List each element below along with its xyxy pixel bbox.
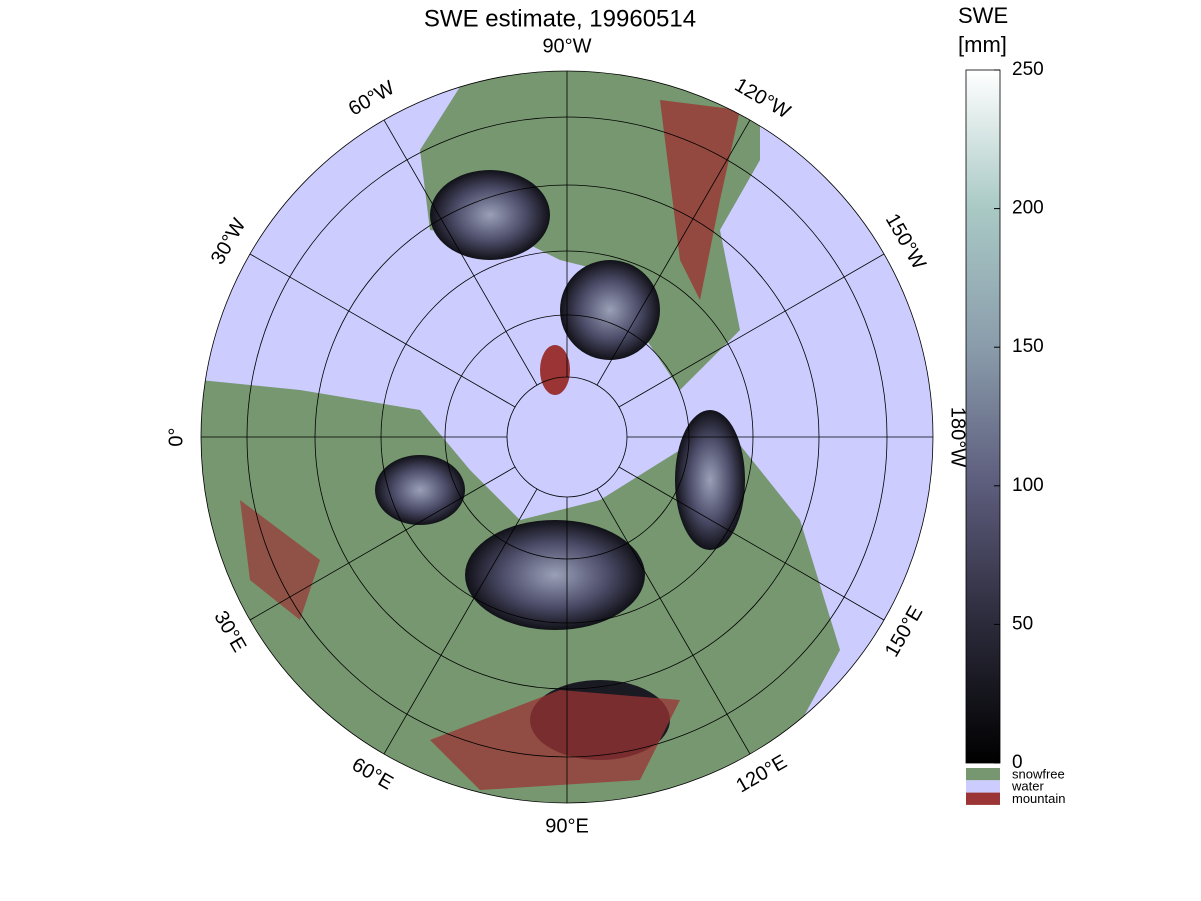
longitude-label: 90°W	[542, 35, 591, 57]
legend-swatch	[966, 792, 1000, 805]
meridian	[249, 253, 516, 408]
colorbar-tick-label: 200	[1012, 198, 1044, 219]
legend-swatch	[966, 780, 1000, 793]
snow-eurasia	[465, 520, 645, 630]
longitude-label: 180°W	[947, 407, 969, 467]
longitude-label: 30°W	[207, 215, 251, 269]
snow-siberia	[675, 410, 745, 550]
map-disc	[201, 71, 933, 803]
colorbar-tick-label: 100	[1012, 475, 1044, 496]
longitude-label: 60°E	[348, 754, 397, 795]
mountain-greenland	[540, 345, 570, 395]
colorbar-tick-label: 50	[1012, 613, 1033, 634]
meridian	[383, 488, 538, 755]
colorbar-label: SWE	[958, 3, 1008, 28]
colorbar-tick-label: 150	[1012, 336, 1044, 357]
colorbar-tick-label: 0	[1012, 752, 1023, 773]
colorbar-tick-label: 250	[1012, 59, 1044, 80]
legend-label: water	[1011, 779, 1044, 794]
colorbar-label: [mm]	[958, 32, 1007, 57]
legend-label: mountain	[1012, 791, 1065, 806]
snow-scandinavia	[375, 455, 465, 525]
mountain-europe	[240, 500, 320, 620]
meridian	[249, 466, 516, 621]
legend-swatch	[966, 768, 1000, 781]
graticule	[200, 70, 934, 804]
meridian	[618, 253, 885, 408]
meridian	[596, 488, 751, 755]
mountain-asia	[430, 690, 680, 790]
meridian	[618, 466, 885, 621]
snow-arctic	[560, 260, 660, 360]
colorbar	[965, 69, 1001, 764]
meridian	[596, 119, 751, 386]
longitude-label: 30°E	[209, 607, 250, 656]
legend-label: snowfree	[1012, 766, 1065, 781]
snow-canada	[430, 170, 550, 260]
longitude-label: 0°	[165, 427, 187, 446]
title: SWE estimate, 19960514	[424, 5, 696, 32]
longitude-label: 90°E	[545, 815, 589, 837]
meridian	[383, 119, 538, 386]
longitude-label: 60°W	[345, 77, 399, 121]
mountain-rockies	[660, 100, 740, 300]
